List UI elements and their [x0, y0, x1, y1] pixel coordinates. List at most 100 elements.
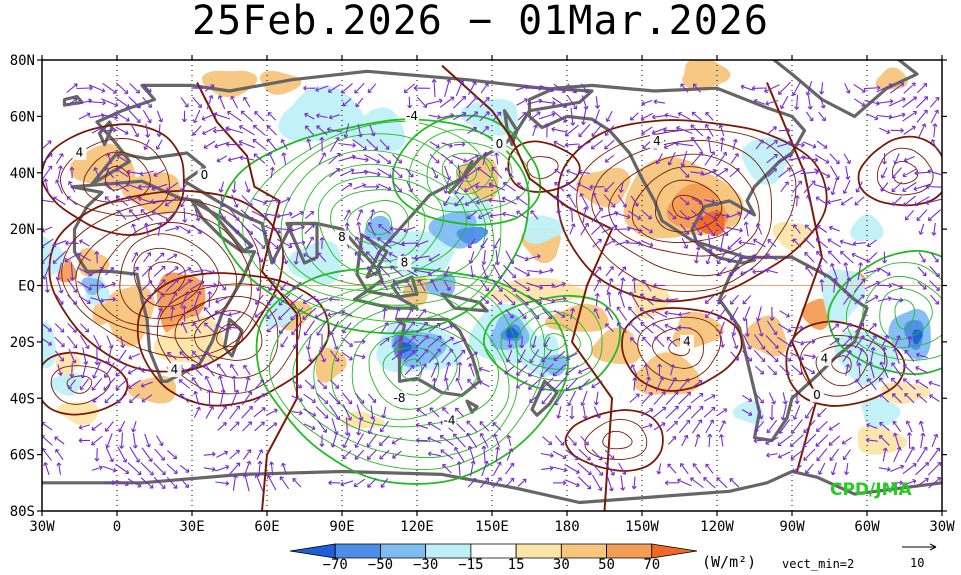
wind-vector	[342, 433, 351, 449]
wind-vector	[331, 334, 339, 350]
wind-vector	[79, 378, 90, 391]
wind-vector	[404, 364, 415, 376]
wind-vector	[804, 251, 815, 263]
wind-vector	[405, 279, 414, 292]
wind-vector	[182, 207, 188, 223]
wind-vector	[43, 178, 50, 196]
wind-vector	[580, 390, 588, 406]
wind-vector	[253, 393, 266, 404]
wind-vector	[780, 95, 789, 109]
wind-vector	[214, 141, 230, 149]
wind-vector	[691, 380, 703, 389]
wind-vector	[803, 448, 816, 461]
wind-vector	[225, 141, 243, 147]
wind-vector	[289, 224, 305, 233]
wind-vector	[254, 111, 265, 122]
sea-asia-coast	[355, 233, 389, 293]
contour-ring	[584, 419, 648, 461]
wind-vector	[806, 194, 812, 208]
wind-vector	[231, 181, 237, 193]
wind-vector	[765, 335, 779, 349]
lat-label: 40N	[10, 166, 35, 182]
wind-vector	[242, 238, 252, 249]
wind-vector	[855, 181, 863, 193]
wind-vector	[729, 306, 739, 321]
wind-vector	[127, 379, 141, 389]
wind-vector	[902, 463, 917, 475]
wind-vector	[606, 278, 614, 293]
wind-vector	[815, 420, 828, 433]
contour-ring	[217, 118, 530, 335]
wind-vector	[616, 306, 628, 321]
wind-vector	[691, 222, 703, 236]
wind-vector	[853, 278, 866, 293]
wind-vector	[192, 321, 202, 334]
wind-vector	[442, 463, 452, 474]
colorbar-label: 70	[643, 557, 661, 573]
wind-vector	[556, 209, 562, 221]
wind-vector	[878, 435, 890, 446]
wind-vector	[493, 433, 501, 448]
colorbar-swatch	[560, 543, 607, 559]
wind-vector	[641, 99, 653, 106]
wind-vector	[341, 182, 353, 191]
wind-vector	[378, 224, 391, 235]
contour-ring	[530, 322, 581, 360]
wind-vector	[680, 462, 689, 475]
wind-vector	[457, 361, 463, 378]
svg-text:-4: -4	[406, 109, 418, 123]
newguinea-coast	[440, 292, 489, 313]
lon-label: 60W	[854, 519, 880, 535]
wind-vector	[115, 168, 129, 178]
wind-vector	[640, 112, 654, 121]
contour-ring	[426, 141, 513, 205]
wind-vector	[140, 462, 154, 476]
lat-label: 40S	[10, 391, 35, 407]
wind-vector	[865, 113, 879, 121]
wind-vector	[569, 405, 575, 420]
wind-vector	[276, 238, 293, 249]
wind-vector	[203, 140, 216, 149]
wind-vector	[856, 348, 864, 364]
wind-vector	[143, 139, 150, 150]
wind-vector	[457, 164, 463, 182]
wind-vector	[644, 376, 651, 392]
wind-vector	[243, 460, 252, 477]
contour-ring	[269, 275, 545, 471]
wind-vector	[731, 319, 737, 336]
wind-vector	[814, 154, 830, 164]
wind-vector	[140, 209, 154, 221]
wind-vector	[378, 153, 392, 164]
wind-vector	[777, 435, 792, 447]
wind-vector	[366, 138, 379, 151]
wind-vector	[341, 351, 353, 361]
wind-vector	[279, 476, 290, 490]
wind-vector	[416, 321, 429, 334]
wind-vector	[243, 96, 251, 108]
wind-vector	[617, 291, 626, 308]
wind-vector	[616, 322, 627, 333]
wind-vector	[241, 195, 253, 207]
wind-vector	[582, 405, 588, 420]
wind-vector	[867, 323, 877, 333]
wind-vector	[131, 252, 139, 263]
wind-vector	[119, 432, 125, 449]
shade-neg-29	[912, 329, 923, 345]
wind-vector	[493, 238, 501, 249]
wind-vector	[443, 377, 449, 391]
wind-vector	[453, 349, 466, 363]
wind-vector	[407, 96, 413, 109]
wind-vector	[181, 305, 187, 322]
wind-vector	[150, 199, 169, 205]
wind-vector	[252, 138, 267, 151]
wind-vector	[115, 195, 129, 207]
wind-vector	[69, 166, 75, 179]
wind-vector	[441, 348, 454, 364]
wind-vector	[342, 404, 353, 421]
wind-vector	[828, 225, 840, 232]
wind-vector	[792, 180, 802, 193]
wind-vector	[564, 142, 579, 148]
wind-vector	[653, 391, 666, 406]
wind-vector	[881, 346, 887, 365]
wind-vector	[915, 352, 928, 359]
